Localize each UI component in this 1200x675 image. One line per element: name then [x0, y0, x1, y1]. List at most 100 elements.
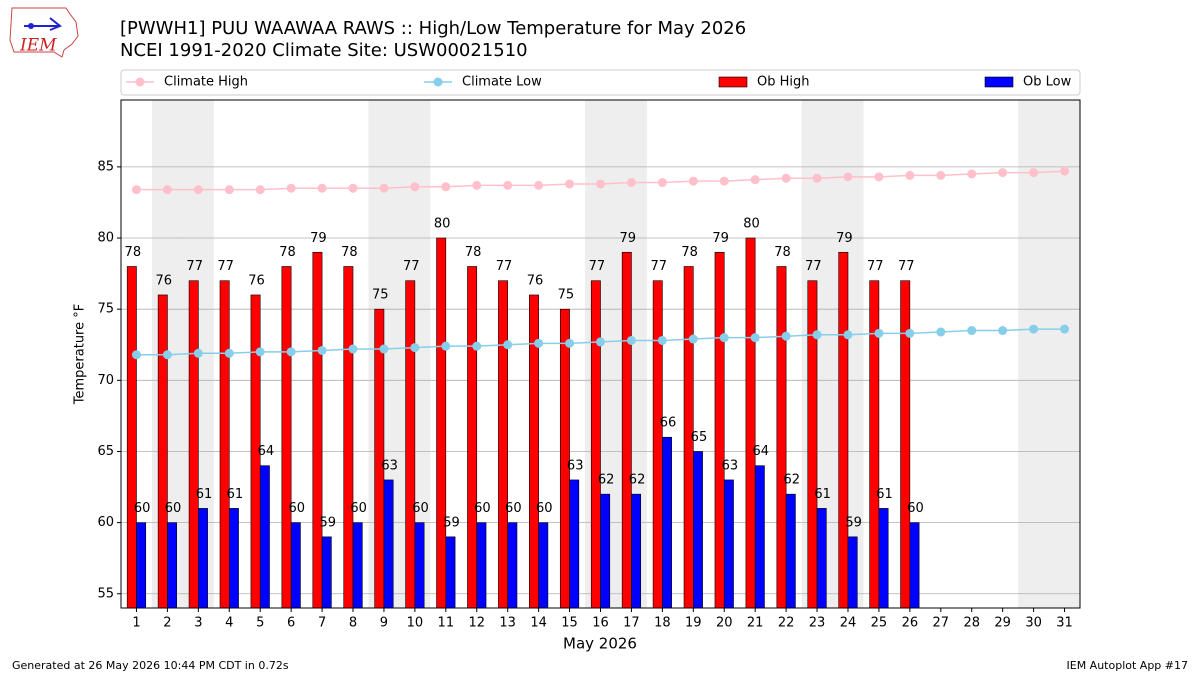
data-label: 79 [836, 231, 853, 246]
bar [445, 536, 456, 609]
line-point [905, 170, 915, 180]
bar [281, 266, 292, 609]
line-point [719, 176, 729, 186]
data-label: 64 [258, 444, 275, 459]
bar [714, 251, 725, 609]
data-label: 77 [186, 259, 203, 274]
bar [838, 251, 849, 609]
chart-title: [PWWH1] PUU WAAWAA RAWS :: High/Low Temp… [120, 18, 746, 39]
line-point [131, 350, 141, 360]
data-label: 78 [341, 245, 358, 260]
x-tick-label: 16 [592, 616, 609, 631]
data-label: 62 [783, 473, 800, 488]
data-label: 77 [898, 259, 915, 274]
bar [198, 508, 208, 609]
x-tick-label: 20 [716, 616, 733, 631]
line-point [781, 331, 791, 341]
line-point [626, 178, 636, 188]
data-label: 59 [443, 515, 460, 530]
x-tick-label: 24 [840, 616, 857, 631]
line-point [750, 175, 760, 185]
x-tick-label: 1 [132, 616, 140, 631]
x-axis-label: May 2026 [563, 635, 637, 653]
data-label: 80 [743, 217, 760, 232]
legend-swatch [718, 76, 748, 88]
x-tick-label: 17 [623, 616, 640, 631]
line-point [657, 178, 667, 188]
legend-box [120, 69, 1081, 96]
data-label: 79 [712, 231, 729, 246]
bar [776, 266, 787, 609]
data-label: 65 [691, 430, 708, 445]
line-point [410, 343, 420, 353]
line-point [812, 173, 822, 183]
x-tick-label: 14 [530, 616, 547, 631]
data-label: 63 [567, 458, 584, 473]
data-label: 61 [196, 487, 213, 502]
data-label: 75 [372, 288, 389, 303]
line-point [379, 183, 389, 193]
line-point [626, 335, 636, 345]
data-label: 78 [125, 245, 142, 260]
legend-label: Climate Low [462, 75, 542, 90]
line-point [348, 344, 358, 354]
bar [219, 280, 230, 609]
x-tick-label: 9 [380, 616, 388, 631]
legend-swatch [984, 76, 1014, 88]
line-point [348, 183, 358, 193]
line-point [441, 182, 451, 192]
logo-text: IEM [19, 36, 57, 56]
bar [414, 522, 425, 609]
bar [847, 536, 858, 609]
data-label: 77 [650, 259, 667, 274]
data-label: 63 [381, 458, 398, 473]
bar [126, 266, 137, 609]
line-point [1060, 166, 1070, 176]
line-point [503, 340, 513, 350]
bar [405, 280, 416, 609]
y-tick-label: 65 [97, 444, 114, 459]
data-label: 78 [465, 245, 482, 260]
footer-left: Generated at 26 May 2026 10:44 PM CDT in… [12, 659, 289, 672]
x-tick-label: 11 [438, 616, 455, 631]
line-point [534, 180, 544, 190]
line-point [162, 185, 172, 195]
data-label: 60 [134, 501, 151, 516]
legend-marker [135, 77, 145, 87]
line-point [781, 173, 791, 183]
line-point [688, 176, 698, 186]
line-point [998, 326, 1008, 336]
legend-label: Ob High [757, 75, 810, 90]
bar [343, 266, 354, 609]
bar [652, 280, 663, 609]
data-label: 60 [350, 501, 367, 516]
line-point [967, 326, 977, 336]
bar [352, 522, 363, 609]
bar [476, 522, 487, 609]
data-label: 60 [505, 501, 522, 516]
bar [228, 508, 239, 609]
data-label: 62 [598, 473, 615, 488]
line-point [224, 185, 234, 195]
line-point [286, 347, 296, 357]
line-point [874, 328, 884, 338]
logo-outline [9, 7, 79, 58]
data-label: 61 [227, 487, 244, 502]
x-tick-label: 30 [1025, 616, 1042, 631]
x-tick-label: 5 [256, 616, 264, 631]
data-label: 62 [629, 473, 646, 488]
data-label: 59 [845, 515, 862, 530]
x-tick-label: 28 [963, 616, 980, 631]
line-point [534, 338, 544, 348]
chart-subtitle: NCEI 1991-2020 Climate Site: USW00021510 [120, 40, 528, 61]
bar [507, 522, 518, 609]
data-label: 80 [434, 217, 451, 232]
data-label: 61 [876, 487, 893, 502]
bar [590, 280, 601, 609]
data-label: 59 [319, 515, 336, 530]
data-label: 63 [722, 458, 739, 473]
bar [167, 522, 177, 609]
plot-frame [120, 99, 1081, 609]
data-label: 77 [805, 259, 822, 274]
line-point [1029, 324, 1039, 334]
